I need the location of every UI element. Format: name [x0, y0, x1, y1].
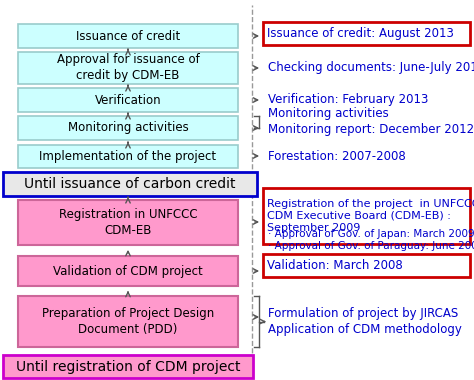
Text: Issuance of credit: August 2013: Issuance of credit: August 2013 [267, 27, 454, 40]
Text: Formulation of project by JIRCAS
Application of CDM methodology: Formulation of project by JIRCAS Applica… [268, 307, 462, 337]
Bar [18, 256, 238, 286]
Text: Until issuance of carbon credit: Until issuance of carbon credit [24, 177, 236, 191]
Bar [18, 200, 238, 245]
Bar [3, 172, 257, 196]
Text: Monitoring activities: Monitoring activities [68, 122, 188, 135]
Text: Checking documents: June-July 2013: Checking documents: June-July 2013 [268, 62, 474, 74]
Text: Verification: Verification [95, 93, 161, 106]
Bar [18, 145, 238, 168]
Text: Registration in UNFCCC
CDM-EB: Registration in UNFCCC CDM-EB [59, 208, 197, 237]
Text: Issuance of credit: Issuance of credit [76, 30, 180, 43]
Text: Implementation of the project: Implementation of the project [39, 150, 217, 163]
Text: Validation: March 2008: Validation: March 2008 [267, 259, 403, 272]
Text: Monitoring activities
Monitoring report: December 2012: Monitoring activities Monitoring report:… [268, 108, 474, 136]
Text: Preparation of Project Design
Document (PDD): Preparation of Project Design Document (… [42, 307, 214, 336]
Text: Verification: February 2013: Verification: February 2013 [268, 93, 428, 106]
Bar [263, 188, 470, 244]
Bar [263, 22, 470, 45]
Bar [18, 88, 238, 112]
Text: · Approval of Gov. of Japan: March 2009
· Approval of Gov. of Paraguay: June 200: · Approval of Gov. of Japan: March 2009 … [268, 229, 474, 251]
Bar [3, 355, 253, 378]
Bar [18, 296, 238, 347]
Bar [18, 52, 238, 84]
Bar [18, 116, 238, 140]
Bar [263, 254, 470, 277]
Text: Approval for issuance of
credit by CDM-EB: Approval for issuance of credit by CDM-E… [56, 54, 200, 82]
Text: Registration of the project  in UNFCCC
CDM Executive Board (CDM-EB) :
September : Registration of the project in UNFCCC CD… [267, 199, 474, 233]
Text: Validation of CDM project: Validation of CDM project [53, 264, 203, 277]
Text: Forestation: 2007-2008: Forestation: 2007-2008 [268, 149, 406, 163]
Bar [18, 24, 238, 48]
Text: Until registration of CDM project: Until registration of CDM project [16, 359, 240, 374]
